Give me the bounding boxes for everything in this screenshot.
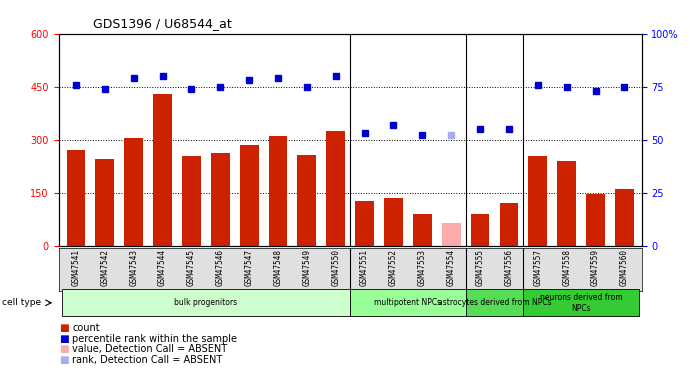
Bar	[326, 131, 345, 246]
Bar	[95, 159, 115, 246]
Text: GSM47542: GSM47542	[100, 249, 109, 286]
Text: GSM47557: GSM47557	[533, 249, 542, 286]
Text: ■: ■	[59, 344, 68, 354]
Text: ■: ■	[59, 355, 68, 364]
Text: GSM47546: GSM47546	[216, 249, 225, 286]
Text: rank, Detection Call = ABSENT: rank, Detection Call = ABSENT	[72, 355, 223, 364]
Text: GSM47553: GSM47553	[418, 249, 427, 286]
Text: GSM47552: GSM47552	[389, 249, 398, 286]
Text: GSM47545: GSM47545	[187, 249, 196, 286]
Bar	[297, 154, 316, 246]
Bar	[615, 189, 633, 246]
Text: cell type: cell type	[2, 298, 41, 307]
Text: GSM47559: GSM47559	[591, 249, 600, 286]
Text: multipotent NPCs: multipotent NPCs	[375, 298, 442, 307]
Bar	[442, 223, 461, 246]
FancyBboxPatch shape	[466, 290, 523, 316]
Text: ■: ■	[59, 334, 68, 344]
Bar	[153, 94, 172, 246]
Bar	[239, 145, 259, 246]
Bar	[211, 153, 230, 246]
FancyBboxPatch shape	[523, 290, 639, 316]
Text: GSM47548: GSM47548	[273, 249, 282, 286]
Bar	[182, 156, 201, 246]
Text: GSM47556: GSM47556	[504, 249, 513, 286]
Bar	[67, 150, 86, 246]
Text: GSM47554: GSM47554	[446, 249, 455, 286]
Text: GSM47541: GSM47541	[72, 249, 81, 286]
Text: GSM47555: GSM47555	[475, 249, 484, 286]
Text: percentile rank within the sample: percentile rank within the sample	[72, 334, 237, 344]
Bar	[500, 203, 518, 246]
Text: GSM47551: GSM47551	[360, 249, 369, 286]
Bar	[413, 214, 432, 246]
Bar	[586, 194, 605, 246]
Bar	[124, 138, 143, 246]
Bar	[529, 156, 547, 246]
Text: neurons derived from
NPCs: neurons derived from NPCs	[540, 293, 622, 312]
Text: GSM47558: GSM47558	[562, 249, 571, 286]
Text: GSM47549: GSM47549	[302, 249, 311, 286]
Text: GDS1396 / U68544_at: GDS1396 / U68544_at	[93, 17, 232, 30]
Text: value, Detection Call = ABSENT: value, Detection Call = ABSENT	[72, 344, 228, 354]
Text: GSM47550: GSM47550	[331, 249, 340, 286]
Bar	[471, 214, 489, 246]
Text: ■: ■	[59, 323, 68, 333]
Bar	[268, 136, 288, 246]
Text: GSM47543: GSM47543	[129, 249, 138, 286]
Text: GSM47544: GSM47544	[158, 249, 167, 286]
Text: GSM47560: GSM47560	[620, 249, 629, 286]
Text: astrocytes derived from NPCs: astrocytes derived from NPCs	[437, 298, 551, 307]
Text: GSM47547: GSM47547	[245, 249, 254, 286]
Text: bulk progenitors: bulk progenitors	[175, 298, 237, 307]
Bar	[558, 161, 576, 246]
Bar	[384, 198, 403, 246]
FancyBboxPatch shape	[61, 290, 351, 316]
FancyBboxPatch shape	[351, 290, 466, 316]
Bar	[355, 201, 374, 246]
Text: count: count	[72, 323, 100, 333]
